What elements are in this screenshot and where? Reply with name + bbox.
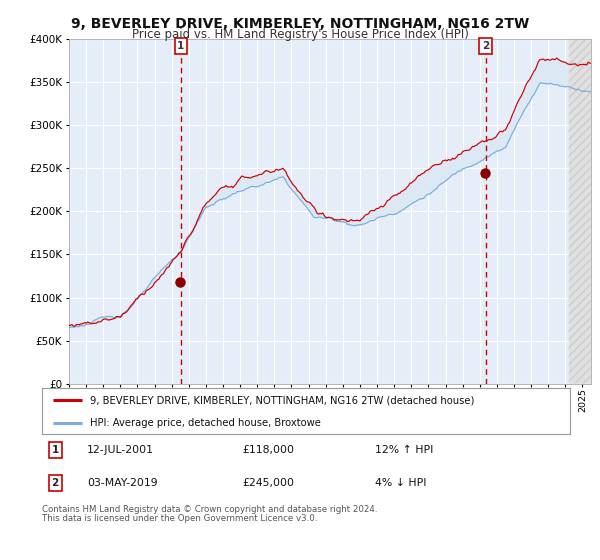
Text: 9, BEVERLEY DRIVE, KIMBERLEY, NOTTINGHAM, NG16 2TW (detached house): 9, BEVERLEY DRIVE, KIMBERLEY, NOTTINGHAM…	[89, 395, 474, 405]
Text: 9, BEVERLEY DRIVE, KIMBERLEY, NOTTINGHAM, NG16 2TW: 9, BEVERLEY DRIVE, KIMBERLEY, NOTTINGHAM…	[71, 17, 529, 31]
Text: This data is licensed under the Open Government Licence v3.0.: This data is licensed under the Open Gov…	[42, 514, 317, 523]
Text: 2: 2	[482, 41, 489, 51]
Text: 03-MAY-2019: 03-MAY-2019	[87, 478, 158, 488]
Text: 4% ↓ HPI: 4% ↓ HPI	[374, 478, 426, 488]
Text: Contains HM Land Registry data © Crown copyright and database right 2024.: Contains HM Land Registry data © Crown c…	[42, 505, 377, 514]
Text: 12-JUL-2001: 12-JUL-2001	[87, 445, 154, 455]
Text: 1: 1	[52, 445, 59, 455]
FancyBboxPatch shape	[569, 39, 596, 384]
Text: 1: 1	[177, 41, 184, 51]
Text: 12% ↑ HPI: 12% ↑ HPI	[374, 445, 433, 455]
Text: £118,000: £118,000	[242, 445, 295, 455]
Text: HPI: Average price, detached house, Broxtowe: HPI: Average price, detached house, Brox…	[89, 418, 320, 428]
Text: Price paid vs. HM Land Registry's House Price Index (HPI): Price paid vs. HM Land Registry's House …	[131, 28, 469, 41]
Text: 2: 2	[52, 478, 59, 488]
Text: £245,000: £245,000	[242, 478, 295, 488]
